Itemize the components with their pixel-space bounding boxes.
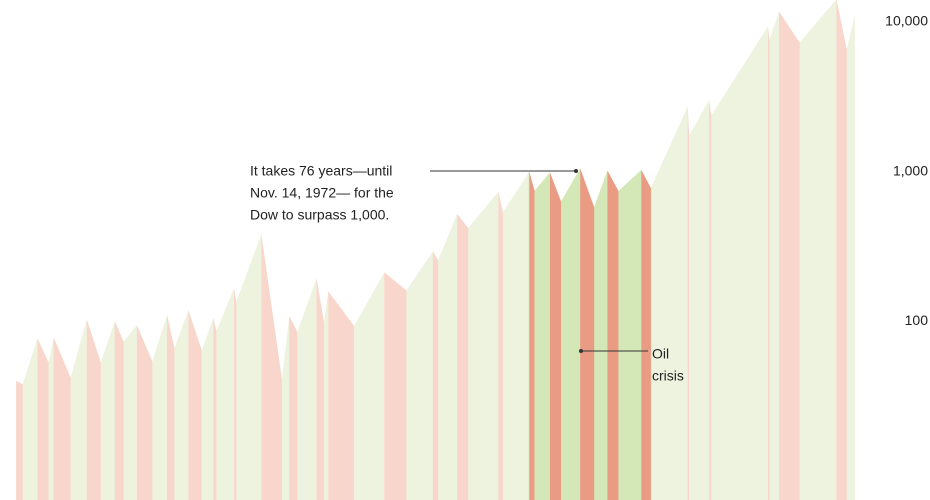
bear-band: [432, 0, 439, 500]
bear-band: [53, 0, 71, 500]
bear-band: [37, 0, 49, 500]
bear-band: [836, 0, 847, 500]
bear-band: [549, 0, 562, 500]
bear-band: [261, 0, 282, 500]
bear-band: [607, 0, 619, 500]
bear-band: [188, 0, 202, 500]
annotation-text: Dow to surpass 1,000.: [250, 207, 389, 223]
bear-band: [167, 0, 175, 500]
leader-dot: [574, 169, 578, 173]
annotation-text: It takes 76 years—until: [250, 163, 392, 179]
bear-band: [316, 0, 324, 500]
y-tick-label: 10,000: [885, 13, 928, 29]
bear-band: [289, 0, 298, 500]
bear-band: [328, 0, 355, 500]
bear-band: [136, 0, 153, 500]
bear-band: [709, 0, 712, 500]
bear-band: [86, 0, 101, 500]
y-tick-label: 100: [905, 312, 929, 328]
bear-band: [687, 0, 690, 500]
bear-band: [641, 0, 651, 500]
leader-dot: [579, 349, 583, 353]
bear-band: [580, 0, 595, 500]
bear-band: [498, 0, 503, 500]
bear-band: [457, 0, 469, 500]
bear-band: [529, 0, 535, 500]
bear-band: [213, 0, 217, 500]
y-tick-label: 1,000: [893, 162, 928, 178]
bear-band: [778, 0, 800, 500]
annotation-text: Nov. 14, 1972— for the: [250, 185, 394, 201]
bear-band: [16, 0, 23, 500]
bear-band: [234, 0, 237, 500]
annotation-text: Oil: [652, 346, 669, 362]
bear-band: [114, 0, 124, 500]
annotation-text: crisis: [652, 368, 684, 384]
bear-band: [767, 0, 770, 500]
bear-band: [384, 0, 407, 500]
